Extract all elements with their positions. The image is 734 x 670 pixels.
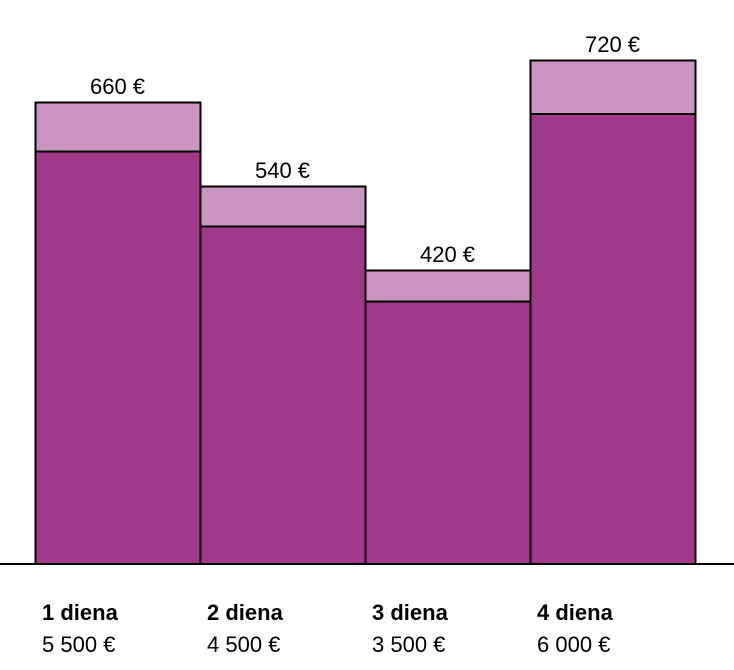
- category-value-label-1: 5 500 €: [42, 632, 115, 657]
- bar-top-1: [35, 102, 200, 152]
- category-value-label-3: 3 500 €: [372, 632, 445, 657]
- category-label-4: 4 diena: [537, 600, 614, 625]
- bar-top-3: [365, 270, 530, 302]
- category-value-label-2: 4 500 €: [207, 632, 280, 657]
- top-value-label-2: 540 €: [255, 158, 310, 183]
- bar-base-1: [35, 151, 200, 564]
- category-label-2: 2 diena: [207, 600, 284, 625]
- labels-layer: 660 € 1 diena 5 500 € 540 € 2 diena 4 500 € 42…: [42, 32, 640, 657]
- category-value-label-4: 6 000 €: [537, 632, 610, 657]
- top-value-label-4: 720 €: [585, 32, 640, 57]
- bar-base-4: [530, 114, 695, 564]
- bars-layer: [34, 59, 697, 565]
- bar-base-3: [365, 301, 530, 564]
- bar-top-4: [530, 60, 695, 114]
- bar-base-2: [200, 226, 365, 564]
- top-value-label-3: 420 €: [420, 242, 475, 267]
- bar-top-2: [200, 186, 365, 227]
- top-value-label-1: 660 €: [90, 74, 145, 99]
- category-label-1: 1 diena: [42, 600, 119, 625]
- category-label-3: 3 diena: [372, 600, 449, 625]
